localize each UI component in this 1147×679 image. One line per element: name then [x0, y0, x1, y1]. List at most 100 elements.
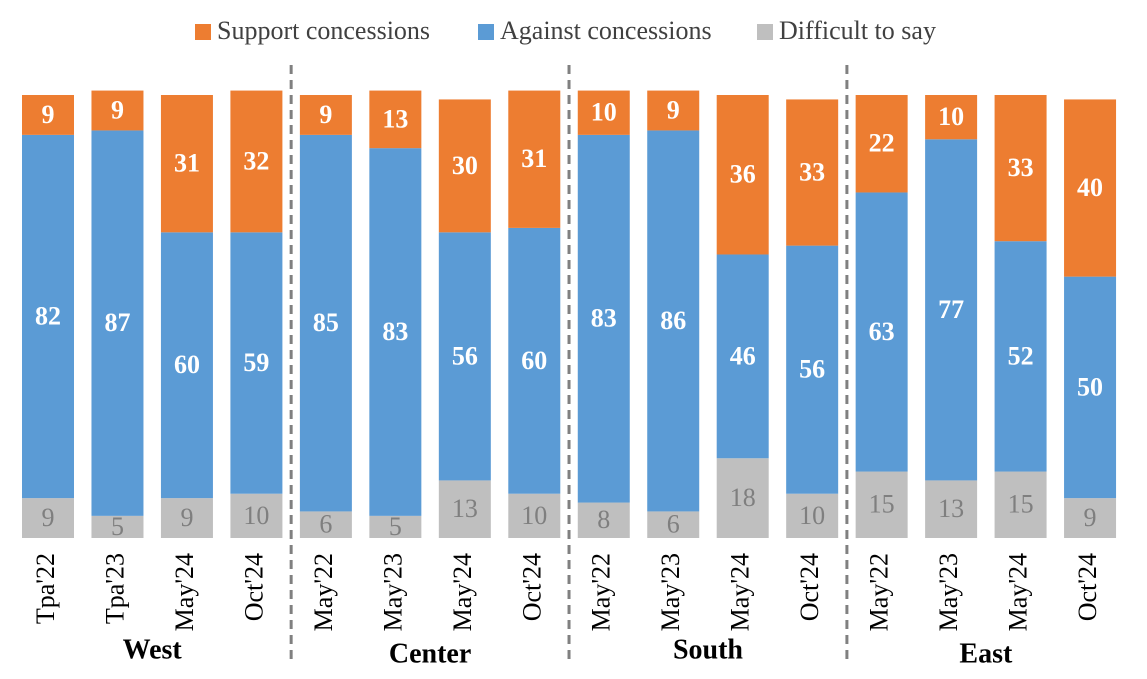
- value-label: 13: [382, 104, 408, 133]
- bar-segment: [786, 493, 839, 538]
- value-label: 77: [938, 295, 964, 324]
- x-tick-label: Oct'24: [1073, 553, 1102, 621]
- x-tick-label: May'24: [1004, 553, 1033, 631]
- bar-segment: [647, 511, 700, 538]
- value-label: 32: [243, 146, 269, 175]
- bar-segment: [855, 95, 908, 193]
- value-label: 56: [452, 341, 478, 370]
- bar-segment: [786, 99, 839, 246]
- bar-segment: [925, 95, 978, 140]
- bar-segment: [647, 90, 700, 131]
- bar-segment: [22, 134, 74, 499]
- bar-segment: [438, 232, 491, 481]
- bar-segment: [230, 90, 283, 233]
- value-label: 82: [35, 301, 61, 330]
- bar-segment: [508, 493, 561, 538]
- value-label: 9: [42, 503, 55, 532]
- bar-segment: [369, 90, 422, 149]
- x-tick-label: Tpa'23: [100, 553, 129, 624]
- bar-segment: [994, 471, 1047, 538]
- group-label: West: [123, 634, 183, 665]
- x-tick-label: May'23: [378, 553, 407, 631]
- bar-segment: [925, 480, 978, 538]
- bar-segment: [508, 90, 561, 228]
- bar-segment: [1064, 498, 1117, 538]
- bar-segment: [91, 130, 144, 516]
- bar-segment: [438, 99, 491, 233]
- legend-swatch: [757, 24, 773, 40]
- value-label: 40: [1077, 173, 1103, 202]
- legend-swatch: [478, 24, 494, 40]
- value-label: 46: [730, 341, 756, 370]
- bar-segment: [299, 134, 352, 512]
- value-label: 31: [174, 149, 200, 178]
- value-label: 22: [869, 129, 895, 158]
- bar-segment: [438, 480, 491, 538]
- x-tick-label: Oct'24: [795, 553, 824, 621]
- x-tick-label: Oct'24: [517, 553, 546, 621]
- value-label: 86: [660, 306, 686, 335]
- value-label: 83: [382, 317, 408, 346]
- bar-segment: [577, 90, 630, 135]
- legend-label: Support concessions: [217, 16, 430, 45]
- value-label: 59: [243, 348, 269, 377]
- bar-segment: [1064, 276, 1117, 499]
- value-label: 6: [319, 510, 332, 539]
- bar-segment: [786, 245, 839, 494]
- bar-segment: [230, 493, 283, 538]
- value-label: 10: [938, 102, 964, 131]
- bar-segment: [299, 95, 352, 135]
- bar-segment: [1064, 99, 1117, 277]
- value-label: 56: [799, 355, 825, 384]
- bar-segment: [508, 227, 561, 494]
- value-label: 85: [313, 308, 339, 337]
- value-label: 63: [869, 317, 895, 346]
- group-label: Center: [389, 638, 471, 669]
- bar-segment: [994, 241, 1047, 472]
- value-label: 13: [938, 494, 964, 523]
- value-label: 10: [521, 501, 547, 530]
- value-label: 9: [111, 95, 124, 124]
- x-tick-label: May'24: [170, 553, 199, 631]
- value-label: 5: [111, 512, 124, 541]
- legend-swatch: [195, 24, 211, 40]
- bar-segment: [577, 502, 630, 538]
- value-label: 18: [730, 483, 756, 512]
- value-label: 52: [1008, 341, 1034, 370]
- value-label: 33: [799, 157, 825, 186]
- value-label: 36: [730, 160, 756, 189]
- x-tick-label: May'22: [865, 553, 894, 631]
- bar-segment: [855, 192, 908, 472]
- value-label: 6: [667, 510, 680, 539]
- value-label: 30: [452, 151, 478, 180]
- value-label: 15: [869, 490, 895, 519]
- bar-segment: [91, 90, 144, 131]
- bar-segment: [994, 95, 1047, 242]
- value-label: 9: [319, 100, 332, 129]
- value-label: 31: [521, 144, 547, 173]
- value-label: 60: [521, 346, 547, 375]
- value-label: 83: [591, 304, 617, 333]
- x-tick-label: May'24: [726, 553, 755, 631]
- bar-segment: [91, 515, 144, 538]
- bar-segment: [160, 232, 213, 499]
- value-label: 15: [1008, 490, 1034, 519]
- value-label: 60: [174, 350, 200, 379]
- x-tick-label: May'22: [587, 553, 616, 631]
- x-tick-label: Oct'24: [239, 553, 268, 621]
- value-label: 13: [452, 494, 478, 523]
- group-label: East: [959, 638, 1013, 669]
- value-label: 10: [591, 98, 617, 127]
- group-label: South: [673, 634, 743, 665]
- bar-segment: [160, 498, 213, 538]
- bar-segment: [716, 254, 769, 459]
- value-label: 10: [799, 501, 825, 530]
- bar-segment: [716, 95, 769, 255]
- value-label: 5: [389, 512, 402, 541]
- value-label: 9: [667, 95, 680, 124]
- x-tick-label: May'23: [656, 553, 685, 631]
- bar-segment: [299, 511, 352, 538]
- bar-segment: [22, 95, 74, 135]
- bar-segment: [369, 148, 422, 516]
